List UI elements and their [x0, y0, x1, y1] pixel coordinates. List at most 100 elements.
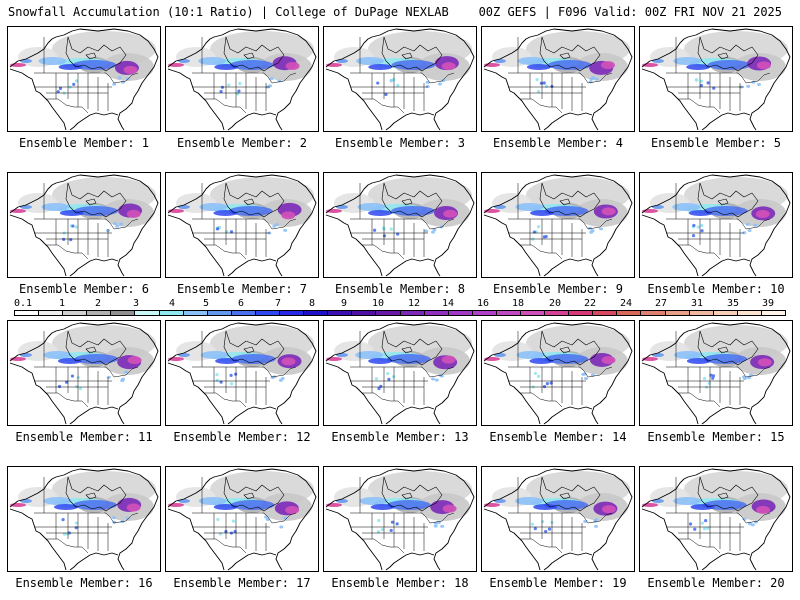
colorbar-swatch [545, 311, 570, 315]
ensemble-member-panel: Ensemble Member: 19 [481, 466, 635, 590]
ensemble-member-panel: Ensemble Member: 3 [323, 26, 477, 150]
ensemble-member-panel: Ensemble Member: 7 [165, 172, 319, 296]
ensemble-member-label: Ensemble Member: 3 [334, 136, 466, 150]
colorbar-swatch [135, 311, 160, 315]
snowfall-map [7, 466, 161, 572]
snowfall-map [481, 172, 635, 278]
snowfall-colorbar: 0.1 1 2 3 4 5 6 7 8 9 10 12 14 16 18 20 22 24 27 31 35 39 [14, 298, 786, 318]
colorbar-swatches [14, 310, 786, 316]
snowfall-map [165, 26, 319, 132]
ensemble-member-label: Ensemble Member: 4 [492, 136, 624, 150]
ensemble-member-label: Ensemble Member: 12 [173, 430, 311, 444]
colorbar-label: 8 [308, 298, 316, 309]
snowfall-map [639, 466, 793, 572]
colorbar-label: 10 [371, 298, 385, 309]
ensemble-member-panel: Ensemble Member: 5 [639, 26, 793, 150]
colorbar-swatch [255, 311, 281, 315]
ensemble-member-panel: Ensemble Member: 8 [323, 172, 477, 296]
colorbar-swatch [207, 311, 232, 315]
colorbar-label: 6 [237, 298, 245, 309]
colorbar-label: 22 [583, 298, 597, 309]
colorbar-swatch [448, 311, 473, 315]
ensemble-member-panel: Ensemble Member: 6 [7, 172, 161, 296]
ensemble-member-panel: Ensemble Member: 9 [481, 172, 635, 296]
colorbar-swatch [761, 311, 785, 315]
colorbar-swatch [641, 311, 666, 315]
ensemble-member-label: Ensemble Member: 18 [331, 576, 469, 590]
ensemble-member-panel: Ensemble Member: 1 [7, 26, 161, 150]
ensemble-member-panel: Ensemble Member: 20 [639, 466, 793, 590]
colorbar-swatch [617, 311, 642, 315]
ensemble-member-label: Ensemble Member: 2 [176, 136, 308, 150]
colorbar-swatch [520, 311, 546, 315]
ensemble-member-panel: Ensemble Member: 16 [7, 466, 161, 590]
colorbar-swatch [496, 311, 521, 315]
map-title: Snowfall Accumulation (10:1 Ratio) | Col… [8, 5, 449, 19]
colorbar-label: 2 [94, 298, 102, 309]
snowfall-map [165, 172, 319, 278]
snowfall-map [165, 466, 319, 572]
colorbar-swatch [569, 311, 594, 315]
ensemble-member-panel: Ensemble Member: 12 [165, 320, 319, 444]
colorbar-label: 9 [340, 298, 348, 309]
colorbar-swatch [63, 311, 88, 315]
colorbar-label: 16 [476, 298, 490, 309]
ensemble-member-label: Ensemble Member: 16 [15, 576, 153, 590]
snowfall-map [323, 320, 477, 426]
ensemble-member-panel: Ensemble Member: 2 [165, 26, 319, 150]
colorbar-label: 3 [132, 298, 140, 309]
colorbar-label: 12 [407, 298, 421, 309]
ensemble-member-label: Ensemble Member: 20 [647, 576, 785, 590]
colorbar-swatch [183, 311, 208, 315]
snowfall-map [639, 172, 793, 278]
snowfall-map [323, 172, 477, 278]
ensemble-member-label: Ensemble Member: 11 [15, 430, 153, 444]
ensemble-member-label: Ensemble Member: 19 [489, 576, 627, 590]
ensemble-member-label: Ensemble Member: 13 [331, 430, 469, 444]
ensemble-member-panel: Ensemble Member: 11 [7, 320, 161, 444]
snowfall-map [481, 466, 635, 572]
ensemble-member-label: Ensemble Member: 8 [334, 282, 466, 296]
colorbar-swatch [593, 311, 618, 315]
colorbar-swatch [111, 311, 136, 315]
ensemble-member-panel: Ensemble Member: 4 [481, 26, 635, 150]
ensemble-member-label: Ensemble Member: 14 [489, 430, 627, 444]
snowfall-map [7, 172, 161, 278]
ensemble-member-panel: Ensemble Member: 18 [323, 466, 477, 590]
colorbar-label: 20 [548, 298, 562, 309]
colorbar-swatch [39, 311, 64, 315]
ensemble-member-label: Ensemble Member: 17 [173, 576, 311, 590]
ensemble-member-label: Ensemble Member: 5 [650, 136, 782, 150]
ensemble-member-label: Ensemble Member: 10 [647, 282, 785, 296]
colorbar-swatch [328, 311, 353, 315]
colorbar-swatch [280, 311, 305, 315]
ensemble-member-panel: Ensemble Member: 13 [323, 320, 477, 444]
colorbar-label: 7 [274, 298, 282, 309]
colorbar-swatch [87, 311, 112, 315]
ensemble-member-label: Ensemble Member: 7 [176, 282, 308, 296]
colorbar-swatch [376, 311, 401, 315]
snowfall-map [481, 26, 635, 132]
ensemble-member-label: Ensemble Member: 1 [18, 136, 150, 150]
colorbar-label: 39 [761, 298, 775, 309]
ensemble-member-panel: Ensemble Member: 17 [165, 466, 319, 590]
colorbar-label: 5 [202, 298, 210, 309]
colorbar-label: 0.1 [13, 298, 33, 309]
colorbar-swatch [737, 311, 762, 315]
colorbar-label: 35 [726, 298, 740, 309]
colorbar-swatch [400, 311, 425, 315]
ensemble-member-panel: Ensemble Member: 15 [639, 320, 793, 444]
colorbar-swatch [304, 311, 329, 315]
colorbar-swatch [15, 311, 40, 315]
snowfall-map [639, 320, 793, 426]
snowfall-map [7, 320, 161, 426]
colorbar-label: 18 [511, 298, 525, 309]
colorbar-label: 4 [168, 298, 176, 309]
ensemble-member-panel: Ensemble Member: 10 [639, 172, 793, 296]
ensemble-member-panel: Ensemble Member: 14 [481, 320, 635, 444]
snowfall-map [481, 320, 635, 426]
colorbar-label: 14 [441, 298, 455, 309]
colorbar-swatch [665, 311, 690, 315]
snowfall-map [7, 26, 161, 132]
ensemble-member-label: Ensemble Member: 6 [18, 282, 150, 296]
